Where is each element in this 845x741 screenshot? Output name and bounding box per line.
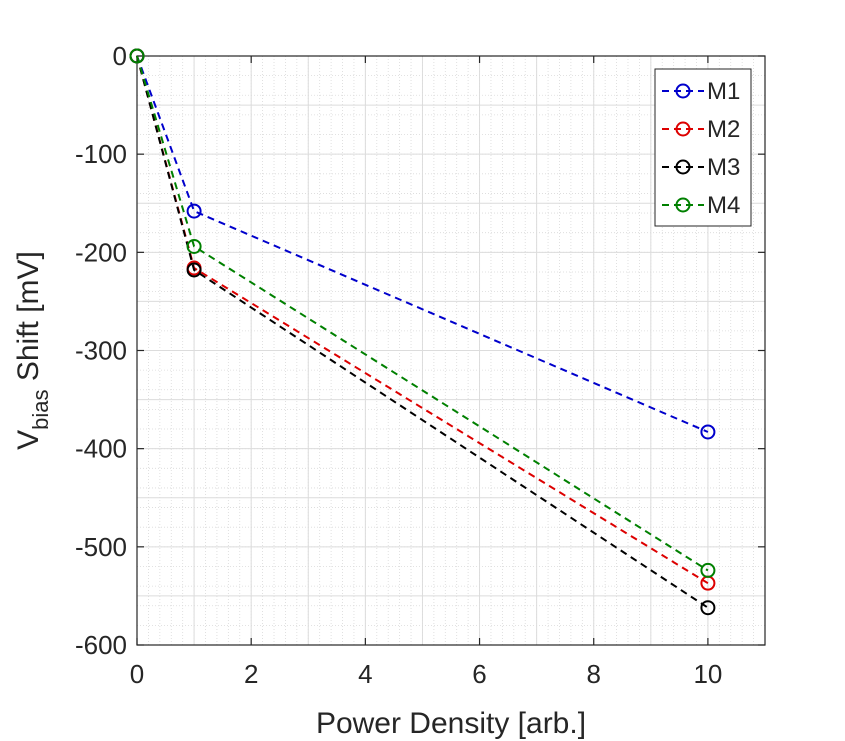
- legend-marker: [675, 121, 691, 137]
- legend-item-m3: M3: [662, 154, 740, 181]
- y-tick-label: -400: [75, 434, 127, 464]
- y-axis-label-subscript: bias: [28, 390, 53, 430]
- y-tick-label: -500: [75, 532, 127, 562]
- x-axis-label: Power Density [arb.]: [316, 707, 586, 740]
- y-tick-labels: 0 -100 -200 -300 -400 -500 -600: [75, 41, 127, 660]
- x-tick-label: 8: [586, 659, 600, 689]
- legend-item-m2: M2: [662, 116, 740, 143]
- x-tick-label: 6: [472, 659, 486, 689]
- legend-marker: [675, 83, 691, 99]
- x-tick-label: 4: [358, 659, 372, 689]
- legend-label: M2: [707, 116, 740, 143]
- y-axis-label-main: V: [12, 430, 45, 450]
- data-point: [186, 203, 202, 219]
- legend-item-m4: M4: [662, 192, 740, 219]
- series-line: [136, 55, 709, 609]
- data-point: [186, 238, 202, 254]
- x-tick-label: 2: [244, 659, 258, 689]
- legend: M1 M2 M3 M4: [654, 68, 752, 227]
- data-point: [129, 48, 145, 64]
- legend-label: M1: [707, 78, 740, 105]
- data-point: [186, 262, 202, 278]
- legend-marker: [675, 197, 691, 213]
- y-tick-label: -100: [75, 139, 127, 169]
- data-point: [700, 424, 716, 440]
- legend-item-m1: M1: [662, 78, 740, 105]
- legend-box: [654, 68, 752, 227]
- y-tick-label: -600: [75, 630, 127, 660]
- y-axis-label-rest: Shift [mV]: [12, 251, 45, 389]
- data-point: [700, 600, 716, 616]
- series-layer: [129, 48, 716, 616]
- legend-label: M4: [707, 192, 740, 219]
- series-m4: [129, 48, 716, 578]
- y-axis-label: Vbias Shift [mV]: [12, 251, 53, 450]
- y-tick-label: 0: [113, 41, 127, 71]
- series-line: [136, 55, 709, 572]
- y-tick-label: -200: [75, 237, 127, 267]
- legend-label: M3: [707, 154, 740, 181]
- y-tick-label: -300: [75, 336, 127, 366]
- legend-marker: [675, 159, 691, 175]
- data-point: [700, 562, 716, 578]
- x-tick-labels: 0 2 4 6 8 10: [130, 659, 723, 689]
- x-tick-label: 0: [130, 659, 144, 689]
- x-tick-label: 10: [693, 659, 722, 689]
